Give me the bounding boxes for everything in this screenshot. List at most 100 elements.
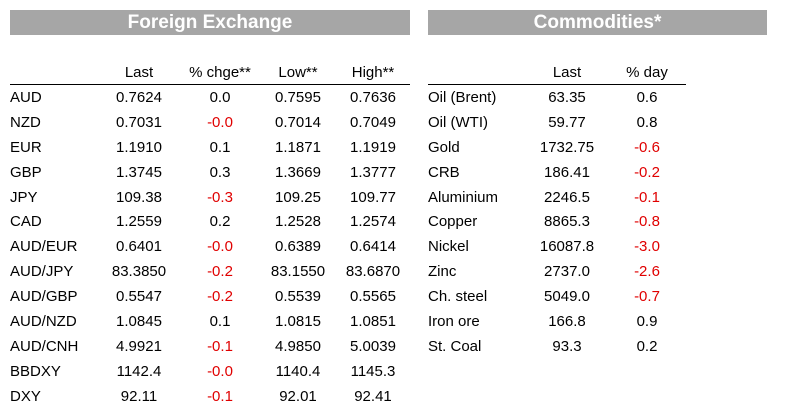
fx-cell-chg: -0.2 (207, 288, 233, 306)
fx-cell-name: NZD (10, 113, 41, 131)
fx-cell-name: AUD/EUR (10, 238, 78, 256)
fx-table: Last % chge** Low** High** AUD 0.7624 0.0 0… (10, 60, 410, 409)
fx-cell-low: 0.6389 (275, 238, 321, 256)
commodities-cell-name: Copper (428, 213, 478, 231)
fx-cell-chg: 0.2 (209, 213, 231, 231)
fx-cell-high: 0.7049 (350, 113, 396, 131)
fx-panel: Foreign Exchange Last % chge** Low** Hig… (10, 10, 410, 405)
commodities-cell-last: 2737.0 (544, 263, 590, 281)
commodities-title: Commodities* (428, 10, 767, 35)
fx-cell-name: DXY (10, 387, 41, 405)
fx-cell-chg: -0.0 (207, 113, 233, 131)
commodities-cell-chg: -2.6 (634, 263, 660, 281)
fx-cell-low: 92.01 (279, 387, 317, 405)
fx-cell-low: 0.7595 (275, 88, 321, 106)
fx-cell-name: JPY (10, 188, 38, 206)
commodities-cell-last: 2246.5 (544, 188, 590, 206)
fx-cell-name: AUD/GBP (10, 288, 78, 306)
table-row: Ch. steel 5049.0 -0.7 (428, 284, 686, 309)
fx-cell-last: 83.3850 (111, 263, 167, 281)
fx-cell-chg: -0.2 (207, 263, 233, 281)
fx-cell-name: AUD (10, 88, 42, 106)
fx-cell-last: 1.0845 (116, 312, 162, 330)
commodities-cell-last: 186.41 (544, 163, 590, 181)
fx-cell-name: EUR (10, 138, 42, 156)
fx-header-chg: % chge** (180, 60, 260, 85)
commodities-cell-name: CRB (428, 163, 460, 181)
fx-cell-last: 1.1910 (116, 138, 162, 156)
fx-cell-last: 0.7031 (116, 113, 162, 131)
fx-cell-high: 0.6414 (350, 238, 396, 256)
fx-cell-low: 1.0815 (275, 312, 321, 330)
table-row: GBP 1.3745 0.3 1.3669 1.3777 (10, 160, 410, 185)
fx-cell-low: 1.2528 (275, 213, 321, 231)
fx-cell-high: 1.1919 (350, 138, 396, 156)
commodities-cell-last: 59.77 (548, 113, 586, 131)
fx-cell-last: 4.9921 (116, 337, 162, 355)
fx-cell-name: GBP (10, 163, 42, 181)
fx-cell-high: 83.6870 (345, 263, 401, 281)
table-row: AUD/CNH 4.9921 -0.1 4.9850 5.0039 (10, 334, 410, 359)
table-row: CRB 186.41 -0.2 (428, 160, 686, 185)
fx-cell-chg: 0.0 (209, 88, 231, 106)
fx-header-row: Last % chge** Low** High** (10, 60, 410, 85)
commodities-header-last: Last (526, 60, 608, 85)
fx-cell-low: 0.5539 (275, 288, 321, 306)
fx-cell-chg: -0.1 (207, 387, 233, 405)
fx-cell-high: 1145.3 (350, 362, 396, 380)
table-row: AUD/EUR 0.6401 -0.0 0.6389 0.6414 (10, 234, 410, 259)
table-row: Oil (Brent) 63.35 0.6 (428, 85, 686, 110)
fx-cell-high: 1.0851 (350, 312, 396, 330)
fx-title: Foreign Exchange (10, 10, 410, 35)
commodities-cell-chg: -0.2 (634, 163, 660, 181)
table-row: Copper 8865.3 -0.8 (428, 209, 686, 234)
fx-cell-chg: 0.1 (209, 312, 231, 330)
table-row: NZD 0.7031 -0.0 0.7014 0.7049 (10, 110, 410, 135)
fx-cell-high: 5.0039 (350, 337, 396, 355)
fx-cell-low: 83.1550 (270, 263, 326, 281)
fx-cell-name: AUD/JPY (10, 263, 74, 281)
table-row: AUD 0.7624 0.0 0.7595 0.7636 (10, 85, 410, 110)
fx-cell-high: 0.7636 (350, 88, 396, 106)
fx-header-name (10, 60, 98, 85)
commodities-cell-name: Aluminium (428, 188, 499, 206)
fx-cell-last: 0.6401 (116, 238, 162, 256)
commodities-cell-chg: 0.8 (636, 113, 658, 131)
fx-cell-high: 1.3777 (350, 163, 396, 181)
commodities-cell-last: 16087.8 (539, 238, 595, 256)
fx-cell-low: 4.9850 (275, 337, 321, 355)
table-row: Gold 1732.75 -0.6 (428, 135, 686, 160)
commodities-header-row: Last % day (428, 60, 686, 85)
table-row: CAD 1.2559 0.2 1.2528 1.2574 (10, 209, 410, 234)
commodities-cell-name: Ch. steel (428, 288, 488, 306)
fx-cell-chg: -0.1 (207, 337, 233, 355)
fx-cell-last: 109.38 (116, 188, 162, 206)
commodities-cell-last: 166.8 (548, 312, 586, 330)
fx-cell-chg: 0.3 (209, 163, 231, 181)
commodities-cell-name: Oil (WTI) (428, 113, 488, 131)
commodities-cell-name: St. Coal (428, 337, 482, 355)
table-row: AUD/GBP 0.5547 -0.2 0.5539 0.5565 (10, 284, 410, 309)
commodities-cell-chg: 0.6 (636, 88, 658, 106)
fx-cell-high: 1.2574 (350, 213, 396, 231)
fx-cell-low: 1.1871 (275, 138, 321, 156)
commodities-cell-last: 63.35 (548, 88, 586, 106)
fx-cell-name: AUD/NZD (10, 312, 77, 330)
commodities-table: Last % day Oil (Brent) 63.35 0.6 Oil (WTI) 5… (428, 60, 686, 359)
table-row: EUR 1.1910 0.1 1.1871 1.1919 (10, 135, 410, 160)
fx-cell-last: 0.5547 (116, 288, 162, 306)
table-row: Nickel 16087.8 -3.0 (428, 234, 686, 259)
commodities-cell-name: Oil (Brent) (428, 88, 497, 106)
commodities-cell-last: 93.3 (552, 337, 582, 355)
table-row: AUD/JPY 83.3850 -0.2 83.1550 83.6870 (10, 259, 410, 284)
fx-cell-last: 0.7624 (116, 88, 162, 106)
table-row: DXY 92.11 -0.1 92.01 92.41 (10, 384, 410, 409)
commodities-cell-last: 1732.75 (539, 138, 595, 156)
fx-cell-low: 0.7014 (275, 113, 321, 131)
commodities-cell-name: Iron ore (428, 312, 480, 330)
commodities-cell-name: Gold (428, 138, 460, 156)
fx-cell-name: BBDXY (10, 362, 61, 380)
commodities-header-name (428, 60, 526, 85)
fx-cell-high: 0.5565 (350, 288, 396, 306)
commodities-cell-chg: 0.9 (636, 312, 658, 330)
